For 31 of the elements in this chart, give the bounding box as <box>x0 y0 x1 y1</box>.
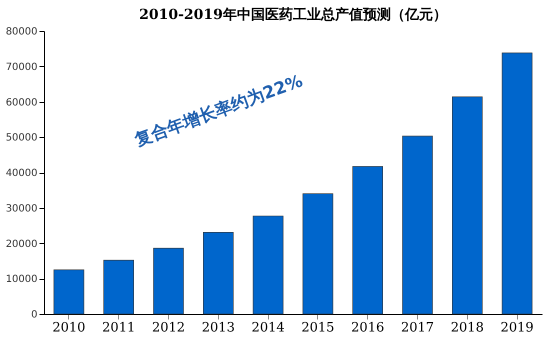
bar <box>352 166 383 314</box>
x-tick-label: 2014 <box>252 320 285 336</box>
y-tick-label: 50000 <box>6 132 38 144</box>
bar <box>502 52 532 314</box>
bar <box>54 269 84 314</box>
x-tick-label: 2013 <box>202 320 235 336</box>
y-tick-label: 80000 <box>6 26 38 38</box>
bar <box>402 136 433 314</box>
y-tick-label: 70000 <box>6 62 38 73</box>
x-tick-label: 2016 <box>351 320 384 336</box>
x-tick-label: 2010 <box>52 320 86 336</box>
y-tick-label: 10000 <box>6 274 38 286</box>
y-tick-label: 40000 <box>6 168 38 179</box>
x-tick-label: 2018 <box>450 320 484 336</box>
bar <box>302 193 334 314</box>
bar <box>153 248 184 314</box>
x-tick-label: 2015 <box>301 320 334 336</box>
bar <box>103 260 134 314</box>
bar <box>203 232 234 314</box>
x-tick-label: 2017 <box>400 320 434 336</box>
y-tick-label: 0 <box>31 310 38 320</box>
bar <box>252 216 284 314</box>
y-tick-label: 30000 <box>6 203 38 214</box>
chart-title: 2010-2019年中国医药工业总产值预测（亿元） <box>139 6 447 23</box>
x-tick-label: 2011 <box>102 320 136 336</box>
y-tick-label: 60000 <box>6 97 38 108</box>
y-tick-label: 20000 <box>6 238 38 250</box>
bar <box>452 96 483 314</box>
x-tick-label: 2019 <box>500 320 534 336</box>
x-tick-label: 2012 <box>152 320 186 336</box>
annotation: 复合年增长率约为22% <box>132 71 306 151</box>
